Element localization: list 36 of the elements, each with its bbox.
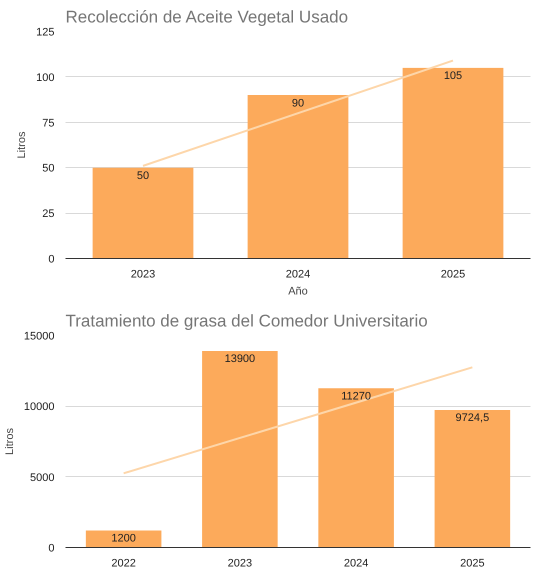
x-tick-label: 2024 xyxy=(344,558,368,570)
y-tick-label: 50 xyxy=(42,162,55,175)
bar xyxy=(434,410,510,548)
y-axis-title: Litros xyxy=(4,428,16,455)
x-tick-label: 2024 xyxy=(286,268,310,280)
chart-title: Recolección de Aceite Vegetal Usado xyxy=(66,8,348,26)
y-tick-label: 5000 xyxy=(30,472,55,484)
y-tick-label: 0 xyxy=(48,542,55,554)
x-tick-label: 2025 xyxy=(460,558,485,570)
x-tick-label: 2025 xyxy=(440,268,466,280)
data-label: 13900 xyxy=(224,353,256,366)
y-axis-title: Litros xyxy=(16,131,28,158)
y-tick-label: 75 xyxy=(42,117,55,130)
bar xyxy=(248,95,348,258)
y-tick-label: 15000 xyxy=(24,330,55,342)
data-label: 105 xyxy=(444,70,462,82)
x-tick-label: 2023 xyxy=(228,558,252,570)
data-label: 9724,5 xyxy=(456,412,490,424)
data-label: 90 xyxy=(292,97,304,110)
data-label: 11270 xyxy=(341,390,372,402)
chart-title: Tratamiento de grasa del Comedor Universitario xyxy=(66,312,428,330)
x-tick-label: 2023 xyxy=(130,268,156,280)
y-tick-label: 0 xyxy=(48,254,55,266)
bar xyxy=(318,388,394,548)
bar xyxy=(402,68,504,258)
y-tick-label: 10000 xyxy=(24,401,55,414)
data-label: 1200 xyxy=(111,532,136,545)
bar xyxy=(92,168,194,258)
y-tick-label: 25 xyxy=(42,208,55,220)
y-tick-label: 125 xyxy=(36,26,55,38)
x-tick-label: 2022 xyxy=(111,558,136,570)
bar xyxy=(202,351,278,548)
bar xyxy=(86,530,162,548)
x-axis-title: Año xyxy=(288,286,308,298)
data-label: 50 xyxy=(136,170,150,182)
y-tick-label: 100 xyxy=(36,72,55,84)
